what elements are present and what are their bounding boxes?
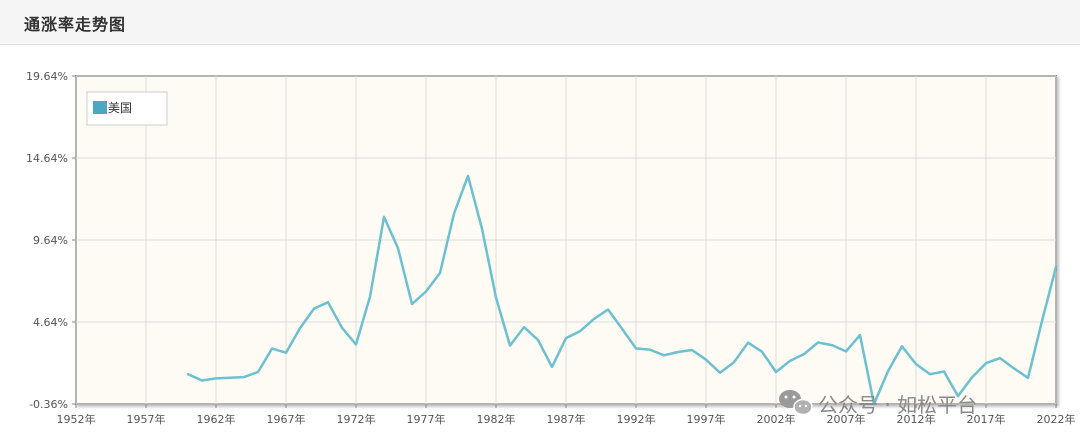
legend: 美国 (86, 91, 168, 126)
y-axis-ticks: 19.64% 14.64% 9.64% 4.64% -0.36% (26, 70, 76, 411)
x-tick-label: 1997年 (687, 412, 726, 426)
x-tick-label: 2007年 (827, 412, 866, 426)
legend-label-us: 美国 (108, 101, 132, 115)
x-tick-label: 2017年 (967, 412, 1006, 426)
y-tick-label: 19.64% (26, 70, 68, 83)
x-tick-label: 2002年 (757, 412, 796, 426)
y-tick-label: 4.64% (33, 316, 68, 329)
chart-title: 通涨率走势图 (24, 15, 127, 34)
x-tick-label: 1967年 (267, 412, 306, 426)
x-tick-label: 1982年 (477, 412, 516, 426)
x-tick-label: 1977年 (407, 412, 446, 426)
x-tick-label: 2012年 (897, 412, 936, 426)
x-tick-label: 1962年 (197, 412, 236, 426)
x-tick-label: 1952年 (57, 412, 96, 426)
y-tick-label: -0.36% (29, 398, 68, 411)
x-tick-label: 2022年 (1037, 412, 1076, 426)
x-axis-ticks: 1952年 1957年 1962年 1967年 1972年 1977年 1982年 1987年… (57, 404, 1076, 426)
series-line-us (186, 174, 1058, 406)
y-tick-label: 14.64% (26, 152, 68, 165)
chart-header: 通涨率走势图 (0, 0, 1080, 45)
legend-swatch (93, 101, 107, 114)
watermark-text: 公众号 · 如松平台 (818, 393, 977, 417)
x-tick-label: 1987年 (547, 412, 586, 426)
x-tick-label: 1992年 (617, 412, 656, 426)
watermark: 公众号 · 如松平台 (779, 390, 977, 417)
y-tick-label: 9.64% (33, 234, 68, 247)
series-layer (186, 174, 1058, 406)
x-tick-label: 1972年 (337, 412, 376, 426)
wechat-icon (779, 390, 813, 416)
x-tick-label: 1957年 (127, 412, 166, 426)
